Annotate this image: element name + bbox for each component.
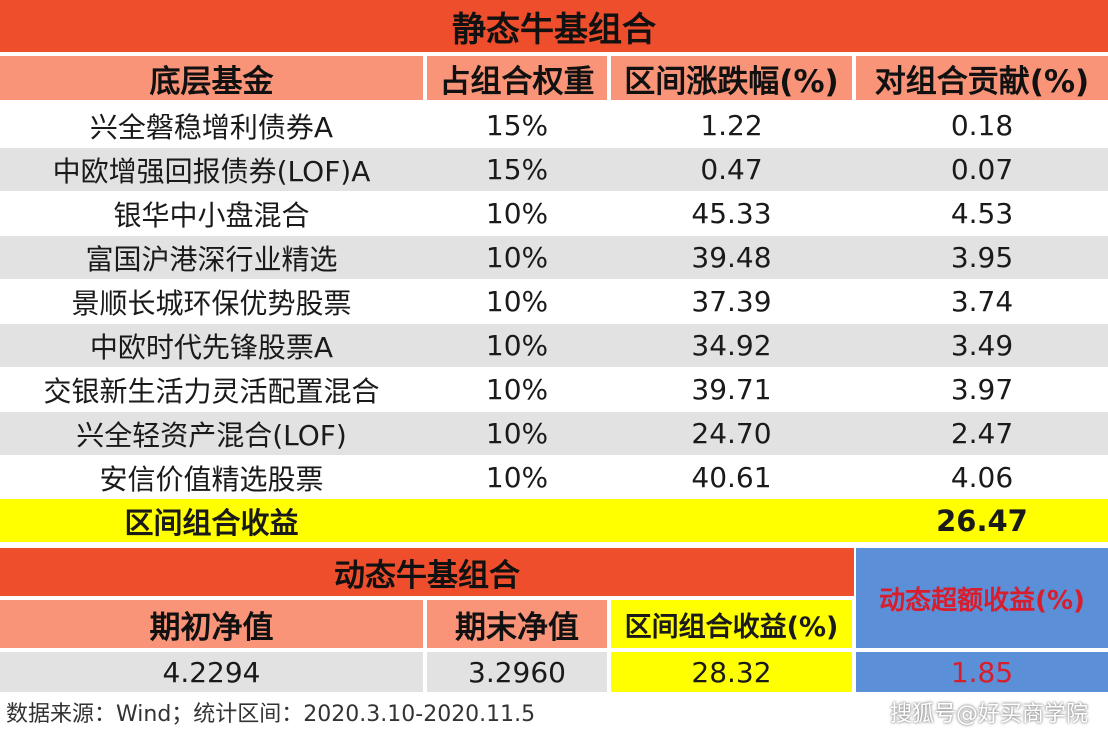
final-nav-value: 3.2960 bbox=[427, 652, 607, 692]
dynamic-portfolio-title: 动态牛基组合 bbox=[0, 548, 854, 596]
header-excess-return: 动态超额收益(%) bbox=[856, 548, 1108, 648]
fund-weight: 15% bbox=[427, 104, 607, 147]
fund-change: 37.39 bbox=[611, 280, 852, 323]
fund-name: 兴全轻资产混合(LOF) bbox=[0, 412, 423, 455]
fund-weight: 15% bbox=[427, 148, 607, 191]
fund-change: 0.47 bbox=[611, 148, 852, 191]
initial-nav-value: 4.2294 bbox=[0, 652, 423, 692]
fund-change: 1.22 bbox=[611, 104, 852, 147]
fund-name: 中欧时代先锋股票A bbox=[0, 324, 423, 367]
fund-weight: 10% bbox=[427, 456, 607, 499]
fund-change: 39.48 bbox=[611, 236, 852, 279]
header-fund: 底层基金 bbox=[0, 56, 423, 100]
fund-contribution: 0.07 bbox=[856, 148, 1108, 191]
total-value: 26.47 bbox=[856, 499, 1108, 542]
fund-weight: 10% bbox=[427, 236, 607, 279]
fund-contribution: 3.49 bbox=[856, 324, 1108, 367]
fund-contribution: 4.53 bbox=[856, 192, 1108, 235]
fund-weight: 10% bbox=[427, 368, 607, 411]
total-label: 区间组合收益 bbox=[0, 499, 423, 542]
fund-contribution: 3.95 bbox=[856, 236, 1108, 279]
watermark: 搜狐号@好买商学院 bbox=[889, 702, 1088, 727]
header-weight: 占组合权重 bbox=[427, 56, 607, 100]
fund-weight: 10% bbox=[427, 280, 607, 323]
fund-change: 24.70 bbox=[611, 412, 852, 455]
fund-weight: 10% bbox=[427, 324, 607, 367]
fund-name: 中欧增强回报债券(LOF)A bbox=[0, 148, 423, 191]
fund-weight: 10% bbox=[427, 192, 607, 235]
header-change: 区间涨跌幅(%) bbox=[611, 56, 852, 100]
fund-name: 兴全磐稳增利债券A bbox=[0, 104, 423, 147]
header-period-return: 区间组合收益(%) bbox=[611, 600, 852, 648]
header-initial-nav: 期初净值 bbox=[0, 600, 423, 648]
fund-change: 45.33 bbox=[611, 192, 852, 235]
source-note: 数据来源：Wind；统计区间：2020.3.10-2020.11.5 bbox=[6, 702, 536, 727]
header-contribution: 对组合贡献(%) bbox=[856, 56, 1108, 100]
fund-name: 景顺长城环保优势股票 bbox=[0, 280, 423, 323]
fund-name: 交银新生活力灵活配置混合 bbox=[0, 368, 423, 411]
static-portfolio-title: 静态牛基组合 bbox=[0, 0, 1108, 52]
fund-name: 富国沪港深行业精选 bbox=[0, 236, 423, 279]
fund-change: 39.71 bbox=[611, 368, 852, 411]
fund-contribution: 2.47 bbox=[856, 412, 1108, 455]
fund-weight: 10% bbox=[427, 412, 607, 455]
fund-name: 安信价值精选股票 bbox=[0, 456, 423, 499]
period-return-value: 28.32 bbox=[611, 652, 852, 692]
header-final-nav: 期末净值 bbox=[427, 600, 607, 648]
fund-change: 34.92 bbox=[611, 324, 852, 367]
fund-change: 40.61 bbox=[611, 456, 852, 499]
fund-name: 银华中小盘混合 bbox=[0, 192, 423, 235]
fund-contribution: 4.06 bbox=[856, 456, 1108, 499]
excess-return-value: 1.85 bbox=[856, 652, 1108, 692]
fund-contribution: 0.18 bbox=[856, 104, 1108, 147]
fund-contribution: 3.97 bbox=[856, 368, 1108, 411]
fund-contribution: 3.74 bbox=[856, 280, 1108, 323]
source-footer: 数据来源：Wind；统计区间：2020.3.10-2020.11.5 搜狐号@好… bbox=[0, 694, 1108, 730]
